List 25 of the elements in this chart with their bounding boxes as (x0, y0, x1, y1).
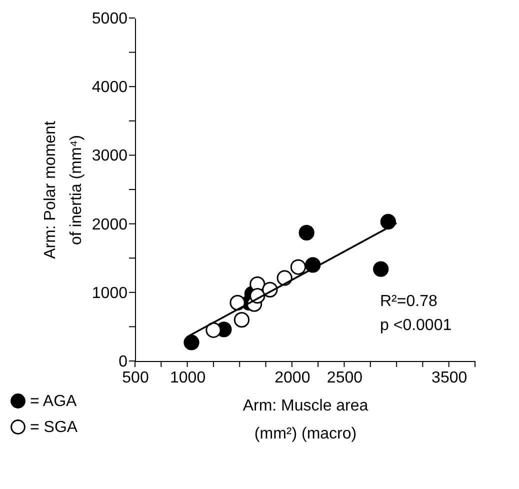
y-tick-label: 5000 (92, 10, 128, 28)
point (290, 259, 306, 275)
legend-label: = SGA (30, 419, 78, 436)
y-tick-label: 0 (118, 354, 128, 370)
x-tick-label: 1000 (170, 370, 206, 386)
y-tick-label: 1000 (92, 284, 128, 302)
y-tick-label: 4000 (92, 79, 128, 96)
point (373, 261, 389, 277)
point (230, 294, 246, 310)
x-tick-label: 2000 (274, 370, 310, 386)
x-tick-label: 2500 (326, 370, 363, 386)
point (298, 224, 314, 241)
x-tick-label: 3500 (432, 370, 468, 386)
y-axis-title: Arm: Polar moment of inertia (mm⁴) (42, 120, 85, 259)
y-tick-label: 2000 (92, 216, 128, 234)
annotation: R²=0.78 (380, 293, 438, 310)
y-tick-label: 3000 (92, 148, 128, 165)
legend-label: = AGA (30, 393, 78, 410)
point (234, 312, 250, 328)
point (380, 214, 396, 230)
point (184, 334, 200, 350)
x-tick-label: 500 (122, 370, 149, 386)
annotation: p <0.0001 (380, 317, 452, 334)
point (206, 322, 222, 338)
x-axis-title: Arm: Muscle area (mm²) (macro) (242, 398, 368, 442)
